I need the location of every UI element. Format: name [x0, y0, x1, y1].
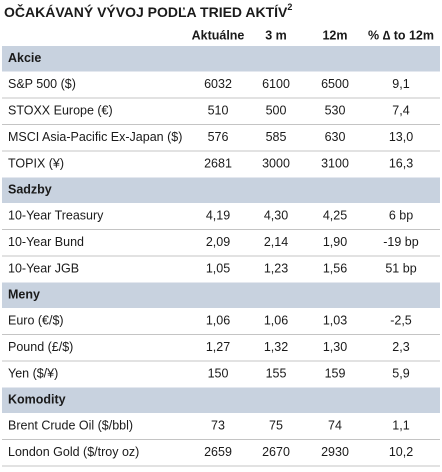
cell-value: 1,30	[323, 340, 347, 354]
column-header: Aktuálne	[192, 28, 245, 42]
cell-value: 5,9	[392, 367, 409, 381]
cell-value: 75	[269, 419, 283, 433]
cell-value: 6032	[204, 77, 232, 91]
section-band	[2, 387, 440, 413]
cell-value: 585	[266, 130, 287, 144]
row-label: Brent Crude Oil ($/bbl)	[8, 419, 133, 433]
row-label: Pound (£/$)	[8, 340, 73, 354]
cell-value: 3100	[321, 157, 349, 171]
row-label: London Gold ($/troy oz)	[8, 445, 139, 459]
cell-value: 630	[325, 130, 346, 144]
row-label: MSCI Asia-Pacific Ex-Japan ($)	[8, 130, 182, 144]
row-label: Euro (€/$)	[8, 314, 64, 328]
cell-value: 1,03	[323, 314, 347, 328]
row-label: S&P 500 ($)	[8, 77, 76, 91]
cell-value: 7,4	[392, 104, 409, 118]
column-header: % ∆ to 12m	[368, 28, 434, 42]
cell-value: 4,30	[264, 209, 288, 223]
row-label: 10-Year Bund	[8, 235, 84, 249]
cell-value: 1,06	[206, 314, 230, 328]
row-label: Yen ($/¥)	[8, 367, 58, 381]
cell-value: 510	[208, 104, 229, 118]
cell-value: -19 bp	[383, 235, 418, 249]
section-band	[2, 177, 440, 203]
row-label: STOXX Europe (€)	[8, 104, 113, 118]
cell-value: 6 bp	[389, 209, 413, 223]
cell-value: 6500	[321, 77, 349, 91]
cell-value: 530	[325, 104, 346, 118]
section-band	[2, 282, 440, 308]
cell-value: 4,25	[323, 209, 347, 223]
cell-value: 2,09	[206, 235, 230, 249]
cell-value: 2670	[262, 445, 290, 459]
cell-value: 10,2	[389, 445, 413, 459]
cell-value: 155	[266, 367, 287, 381]
cell-value: 51 bp	[385, 262, 416, 276]
cell-value: 1,05	[206, 262, 230, 276]
cell-value: 16,3	[389, 157, 413, 171]
title-text: OČAKÁVANÝ VÝVOJ PODĽA TRIED AKTÍV	[4, 3, 288, 20]
row-label: 10-Year JGB	[8, 262, 79, 276]
cell-value: 13,0	[389, 130, 413, 144]
cell-value: 2,14	[264, 235, 288, 249]
row-label: 10-Year Treasury	[8, 209, 104, 223]
cell-value: 9,1	[392, 77, 409, 91]
section-label: Akcie	[8, 51, 41, 65]
cell-value: 3000	[262, 157, 290, 171]
section-label: Sadzby	[8, 183, 52, 197]
section-label: Meny	[8, 288, 40, 302]
cell-value: 1,23	[264, 262, 288, 276]
cell-value: 73	[211, 419, 225, 433]
column-header: 12m	[322, 28, 347, 42]
cell-value: 2,3	[392, 340, 409, 354]
cell-value: 74	[328, 419, 342, 433]
column-header: 3 m	[265, 28, 287, 42]
cell-value: 1,56	[323, 262, 347, 276]
cell-value: 1,06	[264, 314, 288, 328]
cell-value: 1,90	[323, 235, 347, 249]
cell-value: 1,27	[206, 340, 230, 354]
section-band	[2, 46, 440, 72]
cell-value: 1,1	[392, 419, 409, 433]
title-superscript: 2	[287, 2, 292, 12]
cell-value: 159	[325, 367, 346, 381]
cell-value: 4,19	[206, 209, 230, 223]
row-label: TOPIX (¥)	[8, 157, 64, 171]
cell-value: 1,32	[264, 340, 288, 354]
cell-value: 6100	[262, 77, 290, 91]
cell-value: 2930	[321, 445, 349, 459]
cell-value: 2681	[204, 157, 232, 171]
cell-value: 500	[266, 104, 287, 118]
cell-value: 2659	[204, 445, 232, 459]
cell-value: -2,5	[390, 314, 412, 328]
title: OČAKÁVANÝ VÝVOJ PODĽA TRIED AKTÍV2	[4, 2, 292, 19]
cell-value: 576	[208, 130, 229, 144]
cell-value: 150	[208, 367, 229, 381]
section-label: Komodity	[8, 393, 66, 407]
